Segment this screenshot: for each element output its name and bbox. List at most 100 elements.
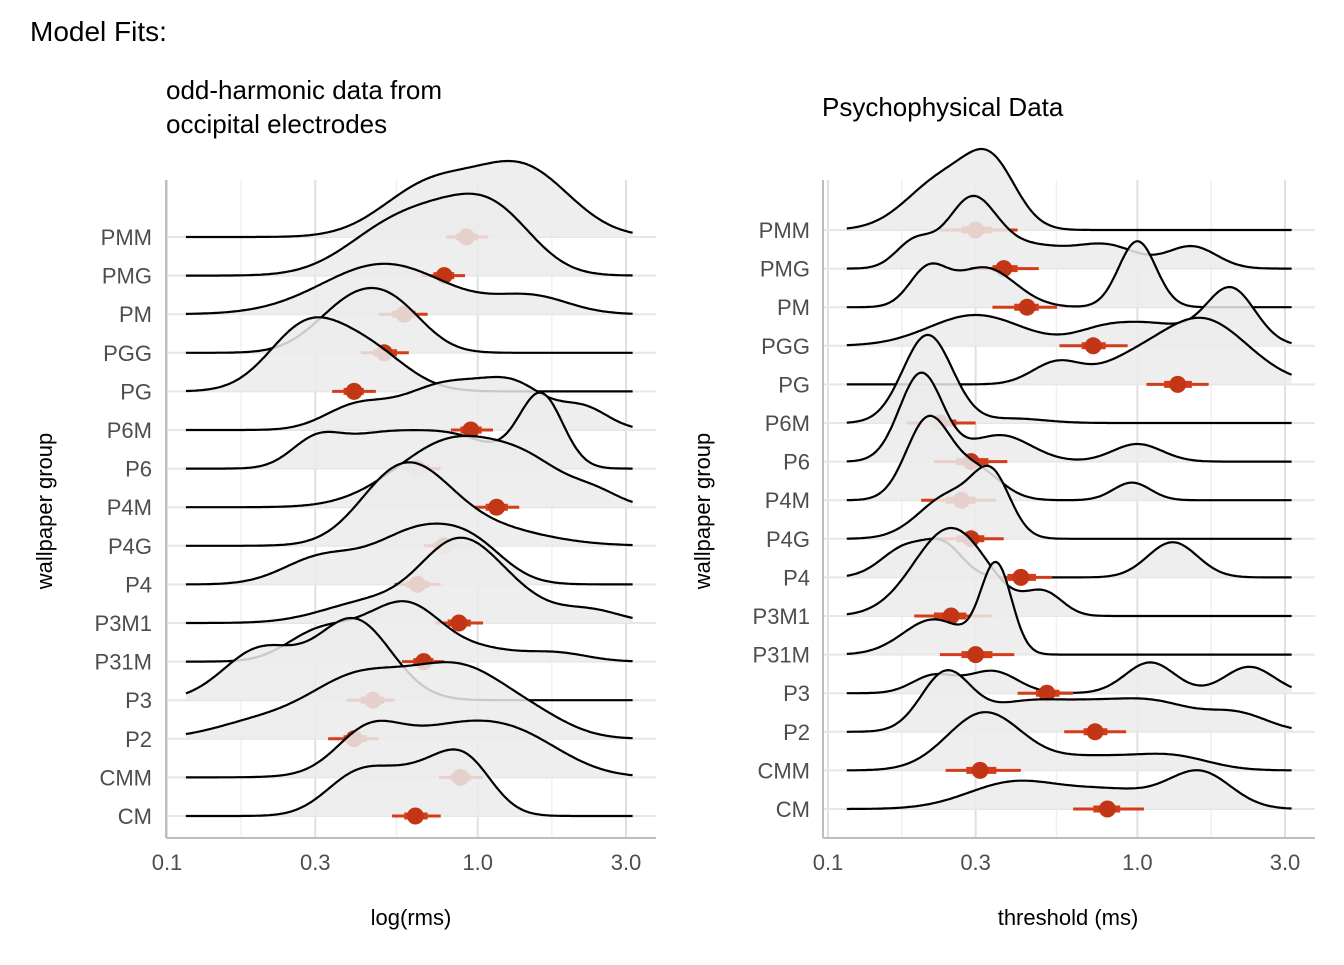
y-tick-label: P3M1 — [753, 604, 810, 629]
estimate-point-p4 — [1012, 568, 1030, 586]
ridge-fill-pm — [846, 241, 1292, 308]
estimate-point-p2 — [1086, 723, 1104, 741]
ridge-line-p6m — [185, 375, 633, 432]
y-tick-label: P6 — [125, 457, 152, 482]
ridge-line-cm — [846, 769, 1292, 811]
y-tick-label: P3 — [125, 688, 152, 713]
panel-title-line-2: occipital electrodes — [166, 109, 387, 139]
ridge-line-pgg — [185, 286, 633, 354]
x-tick-label: 3.0 — [611, 850, 642, 875]
y-tick-label: P2 — [125, 727, 152, 752]
y-tick-label: CM — [118, 804, 152, 829]
ridge-fill-pg — [846, 317, 1292, 385]
ridge-line-pmm — [185, 159, 633, 239]
y-tick-label: PGG — [103, 341, 152, 366]
ridge-line-p4 — [185, 522, 633, 586]
y-tick-label: PMM — [101, 225, 152, 250]
ridge-fill-p6 — [846, 372, 1292, 462]
y-tick-label: P3M1 — [95, 611, 152, 636]
ridge-line-cmm — [185, 719, 633, 779]
ridge-line-pmg — [185, 192, 633, 277]
ridge-fill-pgg — [185, 288, 633, 353]
ridge-fill-pmm — [185, 161, 633, 237]
panel-title-line-1: Psychophysical Data — [822, 92, 1064, 122]
ridge-line-pg — [185, 316, 633, 393]
ridge-fill-pm — [185, 263, 633, 315]
ridge-line-cm — [185, 748, 633, 818]
ridge-line-p6 — [846, 371, 1292, 463]
ridge-line-p6 — [185, 391, 633, 470]
ridge-line-pmm — [846, 147, 1292, 232]
y-tick-label: P6M — [765, 411, 810, 436]
ridge-fill-pmm — [846, 149, 1292, 230]
y-tick-label: PMM — [759, 218, 810, 243]
y-tick-label: CMM — [757, 758, 810, 783]
ridge-fill-p4g — [846, 465, 1292, 539]
ridge-fill-pmg — [846, 195, 1292, 269]
x-tick-label: 1.0 — [1122, 850, 1153, 875]
ridge-line-p4g — [846, 464, 1292, 540]
estimate-point-p4m — [488, 498, 506, 516]
estimate-point-cmm — [971, 761, 989, 779]
x-axis-title: log(rms) — [371, 905, 452, 930]
estimate-point-pg — [345, 382, 363, 400]
grid — [824, 180, 1315, 838]
ridge-line-p3m1 — [185, 536, 633, 625]
ridge-line-p31m — [846, 560, 1292, 656]
ridge-line-cmm — [846, 711, 1292, 772]
estimate-point-pgg — [1084, 337, 1102, 355]
estimate-point-pg — [1169, 375, 1187, 393]
estimate-point-cm — [406, 807, 424, 825]
y-tick-label: P4M — [107, 495, 152, 520]
ridge-fill-p2 — [185, 662, 633, 739]
ridge-fill-pg — [185, 317, 633, 392]
estimate-point-p6m — [462, 421, 480, 439]
panel-rms: odd-harmonic data from occipital electro… — [32, 75, 656, 930]
x-axis-title: threshold (ms) — [998, 905, 1139, 930]
y-tick-label: P4 — [125, 572, 152, 597]
y-tick-label: P4G — [108, 534, 152, 559]
x-tick-label: 0.1 — [152, 850, 183, 875]
estimate-point-p3m1 — [942, 607, 960, 625]
y-tick-label: P31M — [753, 643, 810, 668]
y-tick-label: P31M — [95, 650, 152, 675]
y-tick-label: PMG — [102, 264, 152, 289]
ridge-fill-p4m — [846, 415, 1292, 501]
y-tick-label: P4G — [766, 527, 810, 552]
y-tick-label: P3 — [783, 681, 810, 706]
y-tick-label: PM — [119, 302, 152, 327]
x-tick-label: 0.3 — [300, 850, 331, 875]
ridge-line-p4m — [846, 414, 1292, 502]
y-tick-label: CMM — [99, 765, 152, 790]
y-tick-label: CM — [776, 797, 810, 822]
ridge-fill-p3m1 — [846, 528, 1292, 616]
x-tick-label: 0.3 — [960, 850, 991, 875]
ridge-fill-p3 — [185, 618, 633, 701]
y-tick-label: PG — [778, 372, 810, 397]
panel-threshold: Psychophysical Data threshold (ms) wallp… — [690, 92, 1315, 930]
ridge-line-p3m1 — [846, 526, 1292, 618]
y-axis-title: wallpaper group — [690, 433, 715, 591]
ridge-fill-cm — [846, 770, 1292, 809]
ridge-line-p2 — [846, 668, 1292, 733]
x-tick-label: 0.1 — [813, 850, 844, 875]
ridge-line-pmg — [846, 194, 1292, 270]
ridge-fill-cmm — [185, 720, 633, 778]
ridge-line-pgg — [846, 285, 1292, 347]
y-tick-label: PG — [120, 379, 152, 404]
ridge-fill-p4 — [185, 523, 633, 585]
ridge-fill-pmg — [185, 193, 633, 276]
y-tick-label: PM — [777, 295, 810, 320]
estimate-point-p3 — [1038, 684, 1056, 702]
x-tick-label: 3.0 — [1270, 850, 1301, 875]
ridge-line-p2 — [185, 661, 633, 740]
ridge-fill-p2 — [846, 670, 1292, 732]
y-tick-label: PMG — [760, 257, 810, 282]
ridge-line-p4m — [185, 434, 633, 509]
y-axis-title: wallpaper group — [32, 433, 57, 591]
ridge-line-p4g — [185, 461, 633, 547]
ridge-line-p4 — [846, 537, 1292, 579]
ridge-fill-p3m1 — [185, 537, 633, 623]
y-tick-label: P2 — [783, 720, 810, 745]
